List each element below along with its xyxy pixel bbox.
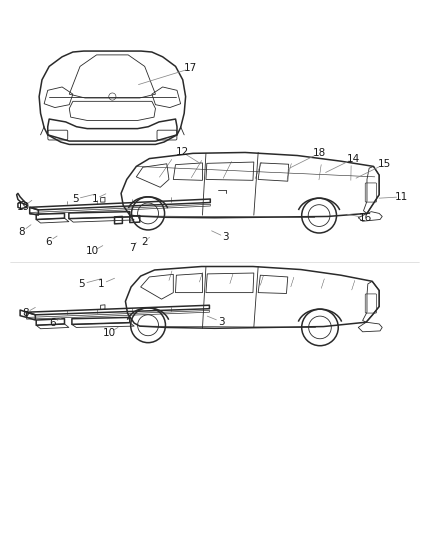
- Text: 11: 11: [395, 192, 408, 202]
- Text: 1: 1: [98, 279, 105, 289]
- Text: 3: 3: [222, 232, 229, 243]
- Text: 2: 2: [142, 237, 148, 247]
- Text: 1: 1: [92, 194, 98, 204]
- Text: 18: 18: [312, 148, 326, 158]
- Text: 12: 12: [175, 147, 189, 157]
- Text: 8: 8: [18, 227, 25, 237]
- Text: 3: 3: [218, 317, 225, 327]
- Text: 14: 14: [347, 154, 360, 164]
- Text: 8: 8: [22, 308, 28, 318]
- Text: 5: 5: [72, 194, 79, 204]
- Text: 7: 7: [129, 243, 135, 253]
- Text: 19: 19: [17, 202, 30, 212]
- Text: 10: 10: [86, 246, 99, 256]
- Text: 5: 5: [78, 279, 85, 289]
- Text: 6: 6: [45, 237, 52, 247]
- Text: 16: 16: [359, 213, 372, 223]
- Text: 15: 15: [378, 159, 391, 169]
- Text: 17: 17: [184, 63, 198, 74]
- Text: 6: 6: [49, 318, 56, 328]
- Text: 10: 10: [103, 328, 116, 337]
